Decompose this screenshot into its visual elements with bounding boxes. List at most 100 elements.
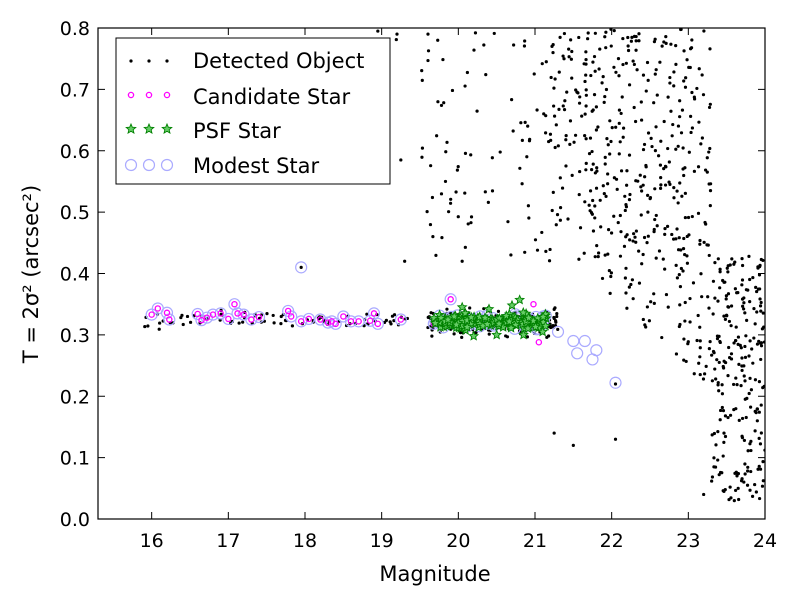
detected-object-point — [711, 349, 716, 354]
detected-object-point — [707, 306, 711, 310]
detected-object-point — [758, 304, 763, 308]
detected-object-point — [702, 29, 706, 33]
detected-object-point — [376, 29, 380, 33]
detected-object-point — [272, 321, 276, 325]
detected-object-point — [723, 414, 728, 418]
detected-object-point — [717, 389, 721, 393]
detected-object-point — [570, 76, 574, 80]
detected-object-point — [623, 208, 627, 213]
detected-object-point — [616, 57, 621, 61]
candidate-star-point — [305, 315, 313, 323]
detected-object-point — [718, 340, 722, 345]
detected-object-point — [455, 168, 459, 172]
detected-object-point — [697, 361, 701, 365]
detected-object-point — [683, 215, 687, 220]
detected-object-point — [586, 37, 590, 41]
detected-object-point — [716, 381, 720, 385]
detected-object-point — [649, 300, 653, 304]
detected-object-point — [710, 433, 714, 437]
detected-object-point — [639, 185, 643, 189]
detected-object-point — [687, 150, 691, 154]
candidate-star-point — [154, 305, 162, 312]
detected-object-point — [557, 107, 561, 111]
candidate-star-point — [198, 316, 205, 324]
detected-object-point — [629, 282, 633, 287]
detected-object-point — [710, 353, 714, 357]
detected-object-point — [692, 169, 697, 173]
detected-object-point — [718, 270, 722, 274]
modest-star-point — [222, 312, 235, 326]
detected-object-point — [726, 292, 731, 296]
detected-object-point — [562, 57, 566, 61]
detected-object-point — [676, 201, 680, 205]
detected-object-point — [460, 259, 464, 263]
detected-object-point — [392, 313, 397, 317]
detected-object-point — [592, 54, 597, 59]
detected-object-point — [753, 322, 757, 326]
detected-object-point — [740, 278, 745, 282]
detected-object-point — [618, 140, 622, 144]
detected-object-point — [753, 409, 757, 413]
detected-object-point — [746, 288, 750, 292]
detected-object-point — [565, 90, 569, 94]
legend-label: Modest Star — [193, 154, 319, 178]
detected-object-point — [659, 176, 663, 180]
detected-object-point — [742, 301, 746, 305]
candidate-star-point — [203, 314, 211, 321]
detected-object-point — [568, 142, 572, 146]
detected-object-point — [449, 197, 453, 201]
detected-object-point — [584, 50, 588, 54]
detected-object-point — [759, 403, 763, 407]
detected-object-point — [544, 60, 548, 64]
detected-object-point — [749, 439, 753, 443]
detected-object-point — [562, 31, 567, 36]
detected-object-point — [696, 313, 700, 318]
detected-object-point — [697, 120, 701, 124]
detected-object-point — [720, 405, 724, 410]
detected-object-point — [680, 194, 684, 198]
detected-object-point — [237, 321, 241, 325]
detected-object-point — [606, 182, 610, 186]
detected-object-point — [723, 317, 728, 321]
detected-object-point — [619, 169, 624, 173]
detected-object-point — [636, 179, 640, 183]
detected-object-point — [463, 245, 467, 249]
candidate-star-point — [397, 316, 405, 323]
detected-object-point — [512, 43, 516, 47]
detected-object-point — [650, 144, 654, 149]
detected-object-point — [672, 237, 676, 241]
detected-object-point — [578, 169, 582, 174]
detected-object-point — [644, 89, 648, 93]
detected-object-point — [584, 168, 588, 172]
detected-object-point — [584, 88, 588, 92]
y-tick-label: 0.5 — [60, 202, 90, 224]
detected-object-point — [718, 418, 722, 422]
detected-object-point — [744, 415, 748, 420]
detected-object-point — [614, 125, 618, 129]
detected-object-point — [587, 203, 591, 207]
detected-object-point — [578, 226, 583, 230]
detected-object-point — [628, 238, 632, 242]
detected-object-point — [632, 105, 636, 110]
detected-object-point — [619, 230, 623, 234]
detected-object-point — [568, 119, 573, 123]
candidate-star-point — [297, 318, 305, 325]
detected-object-point — [742, 438, 747, 443]
detected-object-point — [592, 93, 597, 97]
y-tick-label: 0.4 — [60, 264, 90, 286]
detected-object-point — [425, 210, 429, 214]
y-tick-label: 0.1 — [60, 448, 90, 470]
detected-object-point — [617, 121, 621, 125]
detected-object-point — [629, 39, 633, 43]
detected-object-point — [577, 192, 581, 197]
detected-object-point — [687, 233, 691, 237]
detected-object-point — [596, 254, 600, 259]
detected-object-point — [705, 170, 709, 174]
detected-object-point — [551, 50, 555, 55]
detected-object-point — [550, 208, 554, 213]
detected-object-point — [663, 267, 667, 271]
detected-object-point — [580, 114, 584, 118]
detected-object-point — [527, 139, 532, 143]
detected-object-point — [571, 443, 575, 447]
detected-object-point — [577, 257, 581, 261]
